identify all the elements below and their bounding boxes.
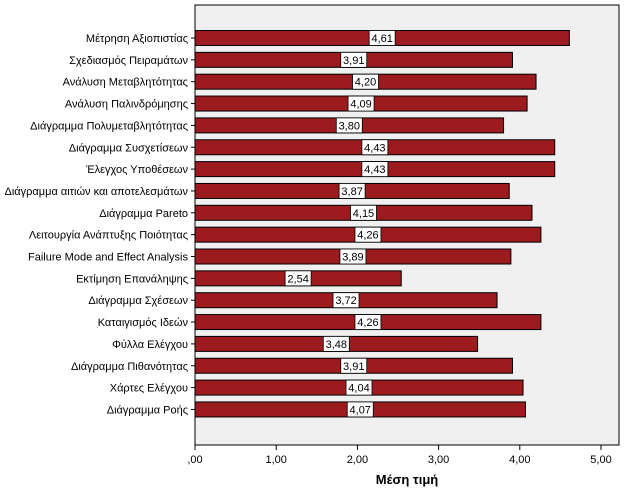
data-label: 4,26: [354, 226, 382, 243]
category-label: Καταιγισμός Ιδεών: [98, 317, 189, 329]
data-label: 3,48: [322, 335, 350, 352]
category-label: Χάρτες Ελέγχου: [110, 383, 188, 395]
data-label-text: 4,15: [353, 208, 374, 220]
data-label-text: 4,43: [364, 142, 385, 154]
category-label: Μέτρηση Αξιοπιστίας: [86, 33, 188, 45]
data-label: 4,61: [368, 30, 396, 46]
category-label: Φύλλα Ελέγχου: [112, 339, 188, 351]
category-label: Έλεγχος Υποθέσεων: [85, 164, 188, 176]
data-label: 4,04: [345, 379, 373, 396]
category-labels: Μέτρηση Αξιοπιστίας Σχεδιασμός Πειραμάτων…: [5, 33, 195, 416]
x-axis: ,00 1,00 2,00 3,00 4,00 5,00: [187, 445, 612, 466]
data-label-text: 4,26: [357, 317, 378, 329]
data-label: 4,43: [361, 139, 389, 156]
data-label: 2,54: [284, 270, 312, 287]
data-label-text: 3,91: [343, 55, 364, 67]
data-label-text: 4,07: [350, 404, 371, 416]
x-tick-label: 2,00: [347, 454, 368, 466]
data-label-text: 4,20: [355, 77, 376, 89]
data-label: 4,26: [354, 314, 382, 330]
category-label: Λειτουργία Ανάπτυξης Ποιότητας: [29, 230, 188, 242]
data-label-box: [338, 183, 366, 199]
data-label: 4,15: [350, 204, 377, 221]
data-label: 3,80: [335, 117, 363, 134]
data-label-text: 4,26: [357, 230, 378, 242]
data-label-box: [346, 401, 374, 418]
category-label: Διάγραμμα αιτιών και αποτελεσμάτων: [5, 186, 189, 198]
x-tick-label: 3,00: [428, 454, 449, 466]
data-label-text: 4,61: [371, 33, 392, 45]
category-label: Διάγραμμα Πιθανότητας: [71, 361, 188, 373]
category-label: Διάγραμμα Pareto: [99, 208, 188, 220]
category-label: Διάγραμμα Συσχετίσεων: [69, 142, 189, 154]
data-label: 4,43: [361, 161, 389, 178]
category-label: Διάγραμμα Σχέσεων: [88, 295, 188, 307]
data-label-text: 3,80: [339, 120, 360, 132]
category-label: Διάγραμμα Πολυμεταβλητότητας: [30, 120, 188, 132]
data-label-box: [350, 204, 377, 221]
data-label-text: 4,04: [348, 383, 369, 395]
data-label-box: [345, 379, 373, 396]
data-label: 3,91: [340, 357, 368, 374]
data-label-box: [340, 357, 368, 374]
data-label-box: [352, 73, 379, 90]
x-tick-label: 5,00: [590, 454, 611, 466]
category-label: Σχεδιασμός Πειραμάτων: [69, 55, 188, 67]
category-label: Ανάλυση Μεταβλητότητας: [63, 77, 188, 89]
data-label: 4,09: [347, 95, 375, 112]
data-label-box: [354, 314, 382, 330]
data-label-text: 3,87: [341, 186, 362, 198]
data-label-text: 4,43: [364, 164, 385, 176]
data-label: 4,07: [346, 401, 374, 418]
x-tick-label: ,00: [187, 454, 202, 466]
data-label-box: [361, 161, 389, 178]
data-label-text: 2,54: [287, 273, 308, 285]
data-label: 3,72: [332, 292, 360, 309]
data-label-box: [284, 270, 312, 287]
category-label: Failure Mode and Effect Analysis: [28, 252, 188, 264]
x-tick-label: 1,00: [265, 454, 286, 466]
x-tick-label: 4,00: [509, 454, 530, 466]
data-label-box: [322, 335, 350, 352]
data-labels: 4,613,914,204,093,804,434,433,874,154,26…: [284, 30, 396, 418]
data-label-box: [340, 51, 368, 68]
data-label: 3,89: [339, 248, 367, 265]
data-label-box: [332, 292, 360, 309]
data-label: 3,91: [340, 51, 368, 68]
data-label-text: 3,89: [342, 252, 363, 264]
category-label: Ανάλυση Παλινδρόμησης: [65, 99, 188, 111]
data-label-text: 3,91: [343, 361, 364, 373]
data-label-box: [354, 226, 382, 243]
category-label: Εκτίμηση Επανάληψης: [76, 273, 188, 285]
category-label: Διάγραμμα Ροής: [107, 404, 188, 416]
data-label-box: [335, 117, 363, 134]
plot-area: [194, 4, 620, 446]
data-label-text: 3,72: [335, 295, 356, 307]
x-axis-title: Μέση τιμή: [376, 472, 439, 487]
data-label: 3,87: [338, 183, 366, 199]
data-label-box: [361, 139, 389, 156]
data-label-text: 4,09: [350, 99, 371, 111]
data-label-box: [347, 95, 375, 112]
data-label-box: [339, 248, 367, 265]
data-label: 4,20: [352, 73, 379, 90]
data-label-text: 3,48: [326, 339, 347, 351]
data-label-box: [368, 30, 396, 46]
